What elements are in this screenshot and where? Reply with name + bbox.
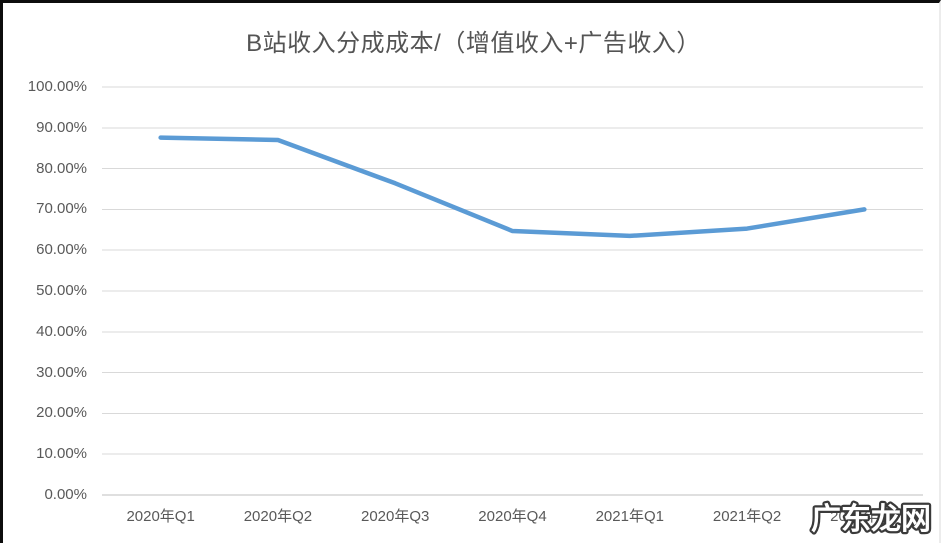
- y-tick-label: 30.00%: [36, 363, 87, 381]
- watermark: 广东龙网: [809, 500, 934, 540]
- x-tick-label: 2021年Q3: [830, 508, 899, 525]
- chart-title: B站收入分成成本/（增值收入+广告收入）: [246, 30, 701, 57]
- y-tick-label: 10.00%: [36, 445, 87, 463]
- y-tick-label: 90.00%: [36, 118, 87, 136]
- y-tick-label: 20.00%: [36, 404, 87, 422]
- x-tick-label: 2021年Q1: [595, 508, 664, 525]
- x-tick-label: 2020年Q3: [361, 508, 430, 525]
- x-tick-label: 2020年Q1: [126, 508, 195, 525]
- y-tick-label: 80.00%: [36, 159, 87, 177]
- y-tick-label: 50.00%: [36, 282, 87, 299]
- y-tick-label: 100.00%: [27, 78, 87, 95]
- x-tick-label: 2020年Q4: [478, 508, 547, 525]
- y-tick-label: 60.00%: [36, 241, 87, 259]
- x-tick-label: 2021年Q2: [712, 508, 782, 525]
- x-tick-label: 2020年Q2: [243, 508, 313, 525]
- y-tick-label: 40.00%: [36, 322, 87, 340]
- y-tick-label: 0.00%: [44, 486, 87, 503]
- watermark-text: 广东龙网: [811, 502, 931, 537]
- revenue-share-ratio-line: [158, 135, 867, 239]
- y-tick-label: 70.00%: [36, 200, 87, 218]
- line-chart-plot: [102, 86, 923, 496]
